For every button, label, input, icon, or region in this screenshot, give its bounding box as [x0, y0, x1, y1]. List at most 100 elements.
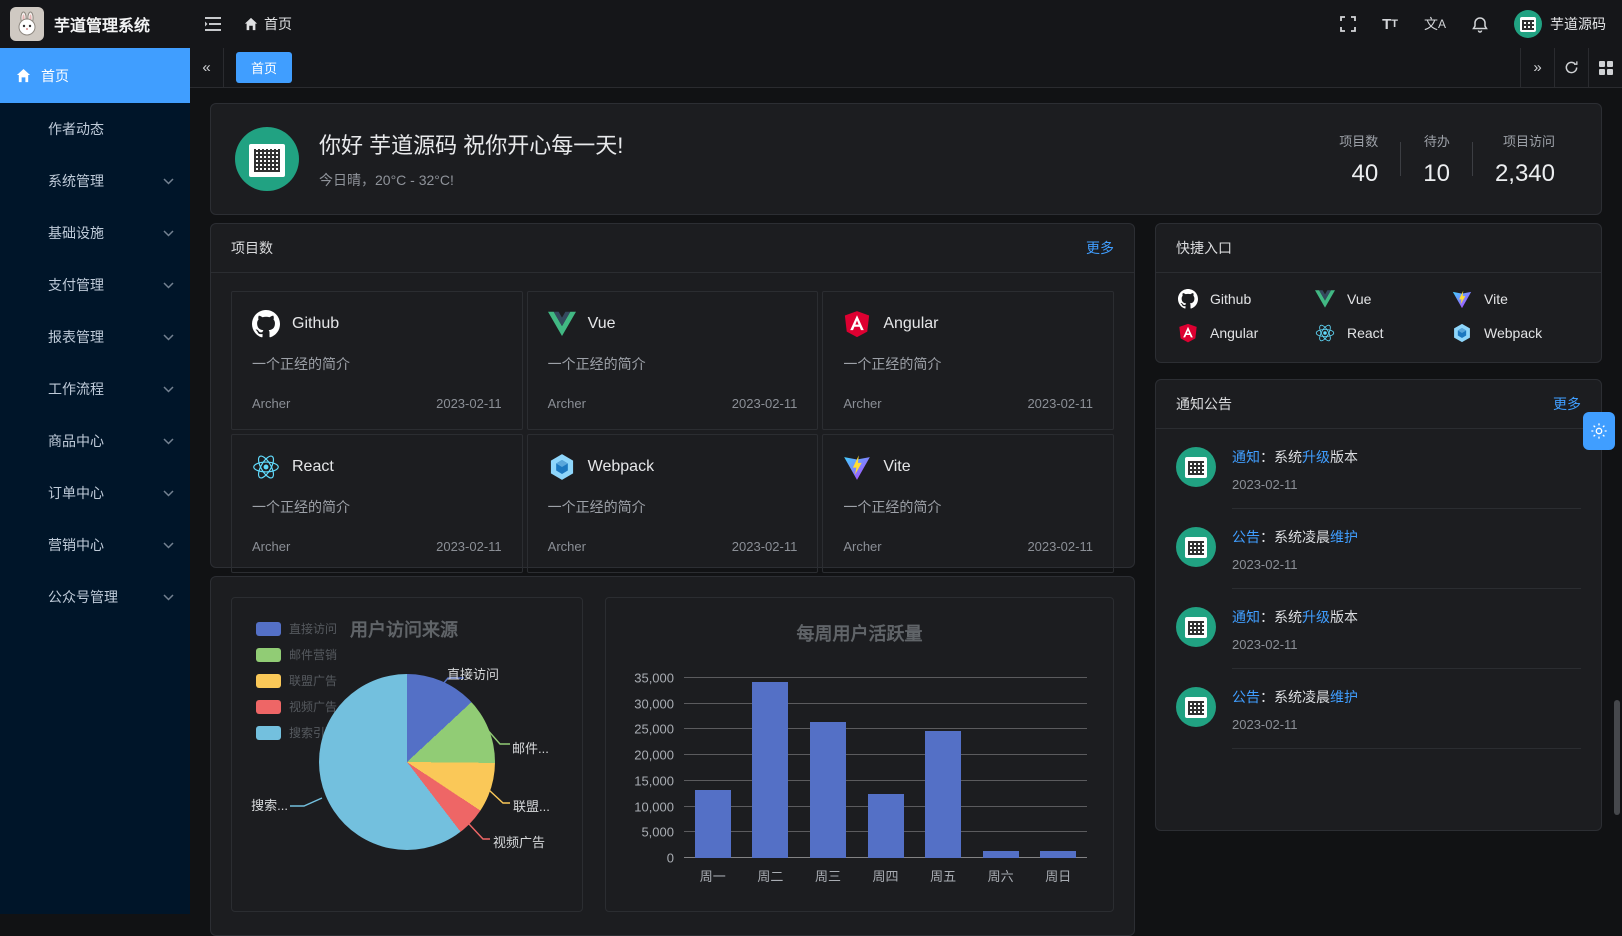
notice-title-link[interactable]: 通知：系统升级版本 [1232, 449, 1358, 465]
sidebar-item-label: 工作流程 [48, 381, 104, 397]
layout-grid-icon[interactable] [1588, 48, 1622, 87]
vue-icon [547, 310, 576, 338]
legend-item-邮件营销[interactable]: 邮件营销 [256, 646, 337, 663]
sidebar-item-系统管理[interactable]: 系统管理 [0, 155, 190, 207]
x-axis-tick: 周五 [930, 869, 957, 884]
legend-item-直接访问[interactable]: 直接访问 [256, 620, 337, 637]
y-axis-tick: 5,000 [641, 824, 674, 840]
shortcut-Vue[interactable]: Vue [1315, 289, 1442, 309]
x-axis-tick: 周一 [699, 869, 726, 884]
bar-周一 [694, 789, 731, 858]
sidebar-item-label: 支付管理 [48, 277, 104, 293]
app-logo[interactable]: 芋道管理系统 [0, 7, 190, 41]
project-card-Webpack[interactable]: Webpack 一个正经的简介 Archer 2023-02-11 [526, 434, 819, 573]
tabs-scroll-left-icon[interactable]: « [190, 48, 224, 87]
sidebar-item-报表管理[interactable]: 报表管理 [0, 311, 190, 363]
sidebar-item-公众号管理[interactable]: 公众号管理 [0, 571, 190, 623]
project-desc: 一个正经的简介 [547, 356, 646, 372]
refresh-icon[interactable] [1554, 48, 1588, 87]
shortcut-Angular[interactable]: Angular [1178, 323, 1305, 343]
shortcut-Github[interactable]: Github [1178, 289, 1305, 309]
project-card-Vue[interactable]: Vue 一个正经的简介 Archer 2023-02-11 [526, 291, 819, 430]
chevron-down-icon [163, 385, 174, 393]
sidebar-item-label: 首页 [41, 67, 69, 84]
projects-card: 项目数 更多 Github 一个正经的简介 Archer 2023-02-11 … [210, 223, 1135, 573]
project-card-Vite[interactable]: Vite 一个正经的简介 Archer 2023-02-11 [822, 434, 1114, 573]
gridline [684, 779, 1087, 781]
project-name: Vite [883, 458, 911, 475]
notice-title-link[interactable]: 公告：系统凌晨维护 [1232, 529, 1358, 545]
notice-date: 2023-02-11 [1232, 637, 1298, 652]
shortcut-Vite[interactable]: Vite [1452, 289, 1579, 309]
notice-title-link[interactable]: 公告：系统凌晨维护 [1232, 689, 1358, 705]
project-desc: 一个正经的简介 [252, 499, 350, 515]
sidebar-item-订单中心[interactable]: 订单中心 [0, 467, 190, 519]
sidebar-item-营销中心[interactable]: 营销中心 [0, 519, 190, 571]
sidebar-item-工作流程[interactable]: 工作流程 [0, 363, 190, 415]
user-menu[interactable]: 芋道源码 [1514, 10, 1606, 38]
fullscreen-icon[interactable] [1340, 16, 1356, 32]
tags-view-bar: « 首页 » [190, 48, 1622, 88]
tabs-scroll-right-icon[interactable]: » [1520, 48, 1554, 87]
project-card-React[interactable]: React 一个正经的简介 Archer 2023-02-11 [231, 434, 523, 573]
menu-fold-icon[interactable] [204, 16, 222, 32]
pie-label-直接访问: 直接访问 [447, 667, 500, 682]
sidebar-item-支付管理[interactable]: 支付管理 [0, 259, 190, 311]
shortcut-Webpack[interactable]: Webpack [1452, 323, 1579, 343]
chevron-down-icon [163, 437, 174, 445]
project-name: Webpack [587, 458, 655, 475]
home-icon [16, 68, 31, 83]
sidebar-item-label: 营销中心 [48, 537, 104, 553]
project-desc: 一个正经的简介 [547, 499, 646, 515]
x-axis-tick: 周三 [814, 869, 841, 884]
notice-date: 2023-02-11 [1232, 477, 1298, 492]
settings-button[interactable] [1583, 412, 1615, 450]
stat-value: 40 [1351, 159, 1379, 187]
angular-icon [843, 310, 871, 338]
project-date: 2023-02-11 [436, 396, 502, 411]
bell-icon[interactable] [1472, 16, 1488, 33]
legend-label: 联盟广告 [289, 674, 338, 688]
chevron-down-icon [163, 333, 174, 341]
y-axis-tick: 35,000 [634, 670, 674, 686]
project-card-Github[interactable]: Github 一个正经的简介 Archer 2023-02-11 [231, 291, 523, 430]
bar-周二 [752, 681, 789, 858]
sidebar-item-基础设施[interactable]: 基础设施 [0, 207, 190, 259]
vite-icon [1452, 289, 1472, 309]
gridline [684, 677, 1087, 678]
stat-label: 项目数 [1339, 133, 1379, 149]
notice-title-link[interactable]: 通知：系统升级版本 [1232, 609, 1358, 625]
legend-item-视频广告[interactable]: 视频广告 [256, 698, 337, 715]
y-axis-tick: 20,000 [634, 747, 674, 763]
sidebar-item-label: 报表管理 [48, 329, 104, 345]
chevron-down-icon [163, 489, 174, 497]
x-axis-tick: 周二 [757, 869, 784, 884]
scrollbar-thumb[interactable] [1614, 700, 1620, 815]
welcome-card: 你好 芋道源码 祝你开心每一天! 今日晴，20°C - 32°C! 项目数 40… [210, 103, 1602, 215]
legend-swatch [256, 673, 281, 688]
sidebar-item-作者动态[interactable]: 作者动态 [0, 103, 190, 155]
y-axis-tick: 25,000 [634, 721, 674, 737]
y-axis-tick: 30,000 [634, 696, 674, 712]
legend-item-联盟广告[interactable]: 联盟广告 [256, 672, 337, 689]
github-icon [252, 310, 280, 338]
sidebar-item-home[interactable]: 首页 [0, 48, 190, 103]
tab-home[interactable]: 首页 [236, 52, 293, 83]
project-card-Angular[interactable]: Angular 一个正经的简介 Archer 2023-02-11 [822, 291, 1114, 430]
stat-divider [1400, 142, 1402, 176]
bar-周五 [925, 730, 962, 858]
sidebar-item-商品中心[interactable]: 商品中心 [0, 415, 190, 467]
project-desc: 一个正经的简介 [843, 356, 942, 372]
notices-more-link[interactable]: 更多 [1553, 396, 1581, 412]
breadcrumb[interactable]: 首页 [244, 14, 292, 34]
shortcut-React[interactable]: React [1315, 323, 1442, 343]
notices-card: 通知公告 更多 通知：系统升级版本 2023-02-11 公告：系统凌晨维护 2… [1155, 379, 1602, 831]
projects-more-link[interactable]: 更多 [1086, 240, 1114, 256]
projects-card-title: 项目数 [231, 240, 273, 256]
charts-card: 用户访问来源 直接访问 邮件营销 联盟广告 视频广告 搜索引擎 直接访问 邮件..… [210, 576, 1135, 936]
angular-icon [1178, 323, 1198, 343]
stat-label: 项目访问 [1502, 133, 1555, 149]
